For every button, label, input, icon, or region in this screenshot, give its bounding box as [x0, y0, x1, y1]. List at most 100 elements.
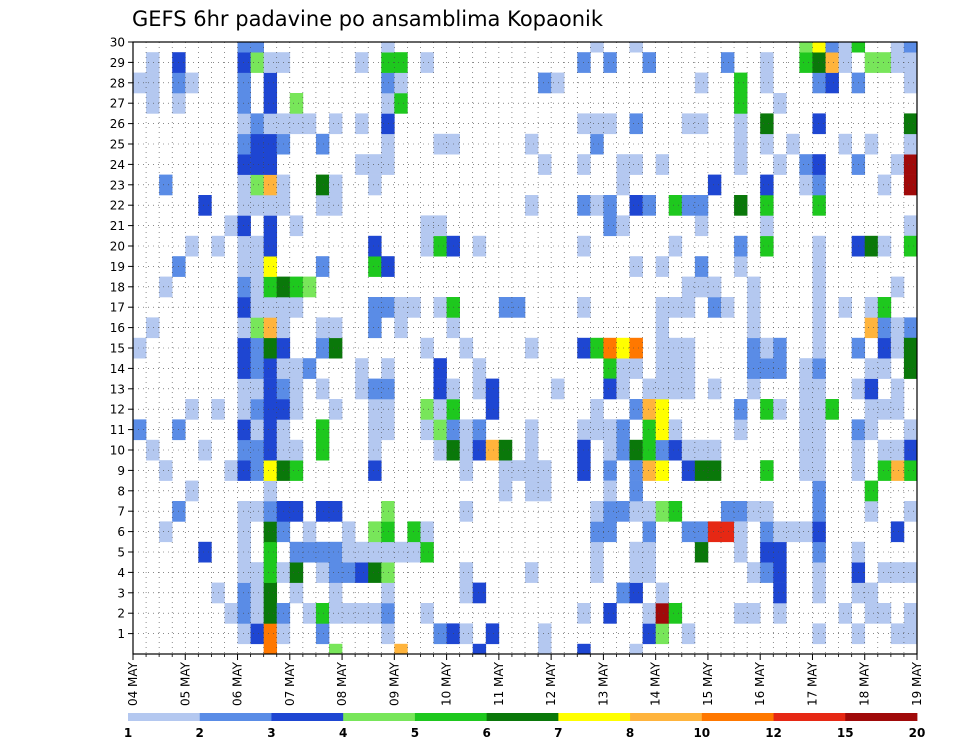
- heatmap-cell: [420, 215, 434, 237]
- heatmap-cell: [381, 52, 395, 73]
- heatmap-cell: [734, 419, 748, 441]
- x-tick-label: 15 MAY: [701, 661, 715, 706]
- heatmap-cell: [381, 113, 395, 135]
- heatmap-cell: [603, 419, 617, 441]
- heatmap-cell: [250, 501, 264, 522]
- heatmap-cell: [890, 317, 905, 339]
- heatmap-cell: [381, 42, 395, 53]
- heatmap-cell: [381, 501, 395, 522]
- heatmap-cell: [433, 623, 447, 645]
- heatmap-cell: [368, 541, 382, 563]
- heatmap-cell: [289, 276, 304, 298]
- heatmap-cell: [355, 378, 369, 400]
- heatmap-cell: [315, 419, 330, 441]
- heatmap-cell: [903, 562, 918, 583]
- colorbar-legend: 1 2 3 4 5 6 7 8 10 12 15 20: [124, 713, 925, 740]
- heatmap-cell: [237, 378, 251, 400]
- heatmap-cell: [799, 399, 813, 420]
- heatmap-cell: [368, 256, 382, 277]
- heatmap-cell: [237, 541, 251, 563]
- heatmap-cell: [694, 460, 709, 481]
- heatmap-cell: [368, 297, 382, 318]
- y-tick-label: 28: [110, 76, 125, 90]
- heatmap-cell: [734, 256, 748, 277]
- heatmap-cell: [237, 460, 251, 481]
- heatmap-cell: [394, 643, 408, 655]
- heatmap-cell: [459, 337, 474, 359]
- heatmap-cell: [459, 582, 474, 604]
- y-tick-label: 25: [110, 138, 125, 152]
- x-tick-label: 19 MAY: [910, 661, 924, 706]
- heatmap-cell: [433, 235, 447, 257]
- heatmap-cell: [838, 603, 852, 624]
- heatmap-cell: [799, 52, 813, 73]
- heatmap-cell: [263, 562, 278, 583]
- heatmap-cell: [185, 399, 199, 420]
- heatmap-cell: [525, 195, 539, 216]
- heatmap-cell: [603, 439, 617, 461]
- heatmap-cell: [890, 562, 905, 583]
- heatmap-cell: [694, 215, 709, 237]
- heatmap-cell: [133, 419, 147, 441]
- heatmap-cell: [655, 154, 670, 175]
- heatmap-cell: [263, 419, 278, 441]
- heatmap-cell: [263, 378, 278, 400]
- heatmap-cell: [289, 297, 304, 318]
- heatmap-cell: [812, 72, 826, 94]
- heatmap-cell: [263, 174, 278, 196]
- heatmap-cell: [237, 297, 251, 318]
- heatmap-cell: [289, 215, 304, 237]
- heatmap-cell: [629, 562, 643, 583]
- heatmap-cell: [603, 337, 617, 359]
- heatmap-cell: [760, 460, 774, 481]
- heatmap-cell: [825, 42, 839, 53]
- heatmap-cell: [289, 378, 304, 400]
- heatmap-cell: [381, 297, 395, 318]
- heatmap-cell: [799, 174, 813, 196]
- heatmap-cell: [812, 541, 826, 563]
- heatmap-cell: [877, 460, 892, 481]
- heatmap-cell: [838, 42, 852, 53]
- heatmap-cell: [472, 439, 487, 461]
- heatmap-cell: [655, 337, 670, 359]
- heatmap-cell: [629, 195, 643, 216]
- heatmap-cell: [237, 195, 251, 216]
- heatmap-cell: [812, 276, 826, 298]
- heatmap-cell: [864, 52, 879, 73]
- colorbar-swatch: [486, 713, 559, 721]
- heatmap-cell: [159, 460, 173, 481]
- x-tick-label: 13 MAY: [596, 661, 610, 706]
- heatmap-cell: [263, 521, 278, 543]
- heatmap-cell: [368, 521, 382, 543]
- heatmap-cell: [799, 439, 813, 461]
- heatmap-cell: [237, 358, 251, 379]
- heatmap-cell: [773, 541, 787, 563]
- heatmap-cell: [864, 133, 879, 155]
- heatmap-cell: [799, 154, 813, 175]
- heatmap-cell: [355, 52, 369, 73]
- heatmap-cell: [250, 337, 264, 359]
- heatmap-cell: [642, 521, 656, 543]
- heatmap-cell: [603, 52, 617, 73]
- heatmap-cell: [864, 378, 879, 400]
- heatmap-cell: [734, 399, 748, 420]
- heatmap-cell: [760, 501, 774, 522]
- heatmap-cell: [877, 174, 892, 196]
- heatmap-cell: [707, 521, 722, 543]
- heatmap-cell: [877, 562, 892, 583]
- heatmap-cell: [198, 439, 212, 461]
- heatmap-cell: [773, 399, 787, 420]
- heatmap-cell: [760, 195, 774, 216]
- heatmap-cell: [159, 174, 173, 196]
- heatmap-cell: [629, 337, 643, 359]
- heatmap-cell: [538, 643, 552, 655]
- heatmap-cell: [485, 439, 500, 461]
- heatmap-cell: [812, 174, 826, 196]
- heatmap-cell: [629, 113, 643, 135]
- heatmap-cell: [263, 439, 278, 461]
- heatmap-cell: [629, 358, 643, 379]
- heatmap-cell: [433, 439, 447, 461]
- x-tick-label: 12 MAY: [544, 661, 558, 706]
- heatmap-cell: [525, 562, 539, 583]
- heatmap-cell: [459, 460, 474, 481]
